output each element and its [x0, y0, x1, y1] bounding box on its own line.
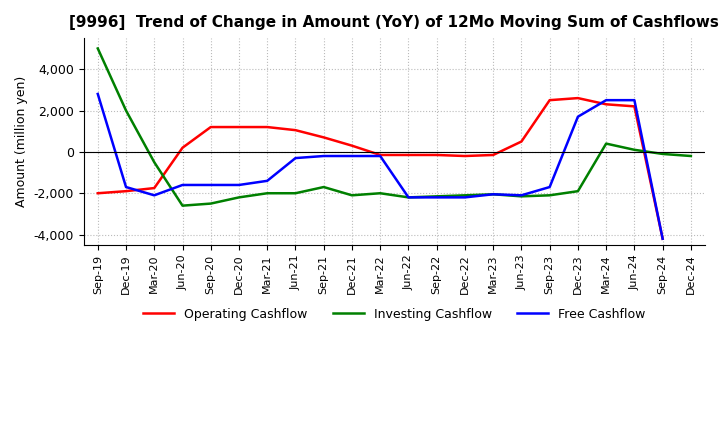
Line: Operating Cashflow: Operating Cashflow [98, 98, 662, 239]
Free Cashflow [122, 184, 130, 190]
Investing Cashflow [658, 151, 667, 157]
Investing Cashflow [94, 46, 102, 51]
Operating Cashflow [404, 152, 413, 158]
Free Cashflow [574, 114, 582, 119]
Operating Cashflow [207, 125, 215, 130]
Free Cashflow [602, 98, 611, 103]
Investing Cashflow [348, 193, 356, 198]
Free Cashflow [178, 182, 186, 187]
Free Cashflow [630, 98, 639, 103]
Operating Cashflow [658, 236, 667, 242]
Operating Cashflow [235, 125, 243, 130]
Operating Cashflow [461, 154, 469, 159]
Legend: Operating Cashflow, Investing Cashflow, Free Cashflow: Operating Cashflow, Investing Cashflow, … [138, 303, 651, 326]
Investing Cashflow [178, 203, 186, 208]
Investing Cashflow [320, 184, 328, 190]
Operating Cashflow [122, 188, 130, 194]
Free Cashflow [207, 182, 215, 187]
Y-axis label: Amount (million yen): Amount (million yen) [15, 76, 28, 207]
Free Cashflow [348, 154, 356, 159]
Investing Cashflow [122, 108, 130, 113]
Free Cashflow [489, 192, 498, 197]
Free Cashflow [94, 92, 102, 97]
Free Cashflow [320, 154, 328, 159]
Investing Cashflow [630, 147, 639, 152]
Investing Cashflow [489, 192, 498, 197]
Operating Cashflow [178, 145, 186, 150]
Free Cashflow [545, 184, 554, 190]
Operating Cashflow [150, 185, 158, 191]
Investing Cashflow [574, 188, 582, 194]
Operating Cashflow [630, 104, 639, 109]
Free Cashflow [461, 195, 469, 200]
Investing Cashflow [150, 160, 158, 165]
Investing Cashflow [291, 191, 300, 196]
Line: Free Cashflow: Free Cashflow [98, 94, 662, 239]
Investing Cashflow [687, 154, 696, 159]
Operating Cashflow [602, 102, 611, 107]
Free Cashflow [433, 195, 441, 200]
Investing Cashflow [376, 191, 384, 196]
Investing Cashflow [602, 141, 611, 146]
Operating Cashflow [348, 143, 356, 148]
Operating Cashflow [433, 152, 441, 158]
Operating Cashflow [376, 152, 384, 158]
Operating Cashflow [320, 135, 328, 140]
Free Cashflow [263, 178, 271, 183]
Investing Cashflow [263, 191, 271, 196]
Title: [9996]  Trend of Change in Amount (YoY) of 12Mo Moving Sum of Cashflows: [9996] Trend of Change in Amount (YoY) o… [69, 15, 719, 30]
Free Cashflow [235, 182, 243, 187]
Operating Cashflow [517, 139, 526, 144]
Investing Cashflow [461, 193, 469, 198]
Investing Cashflow [235, 195, 243, 200]
Operating Cashflow [263, 125, 271, 130]
Free Cashflow [150, 193, 158, 198]
Operating Cashflow [291, 128, 300, 133]
Operating Cashflow [545, 98, 554, 103]
Free Cashflow [376, 154, 384, 159]
Free Cashflow [658, 236, 667, 242]
Investing Cashflow [207, 201, 215, 206]
Line: Investing Cashflow: Investing Cashflow [98, 48, 691, 205]
Operating Cashflow [574, 95, 582, 101]
Free Cashflow [517, 193, 526, 198]
Free Cashflow [404, 195, 413, 200]
Investing Cashflow [517, 194, 526, 199]
Free Cashflow [291, 155, 300, 161]
Operating Cashflow [94, 191, 102, 196]
Operating Cashflow [489, 152, 498, 158]
Investing Cashflow [404, 195, 413, 200]
Investing Cashflow [433, 194, 441, 199]
Investing Cashflow [545, 193, 554, 198]
